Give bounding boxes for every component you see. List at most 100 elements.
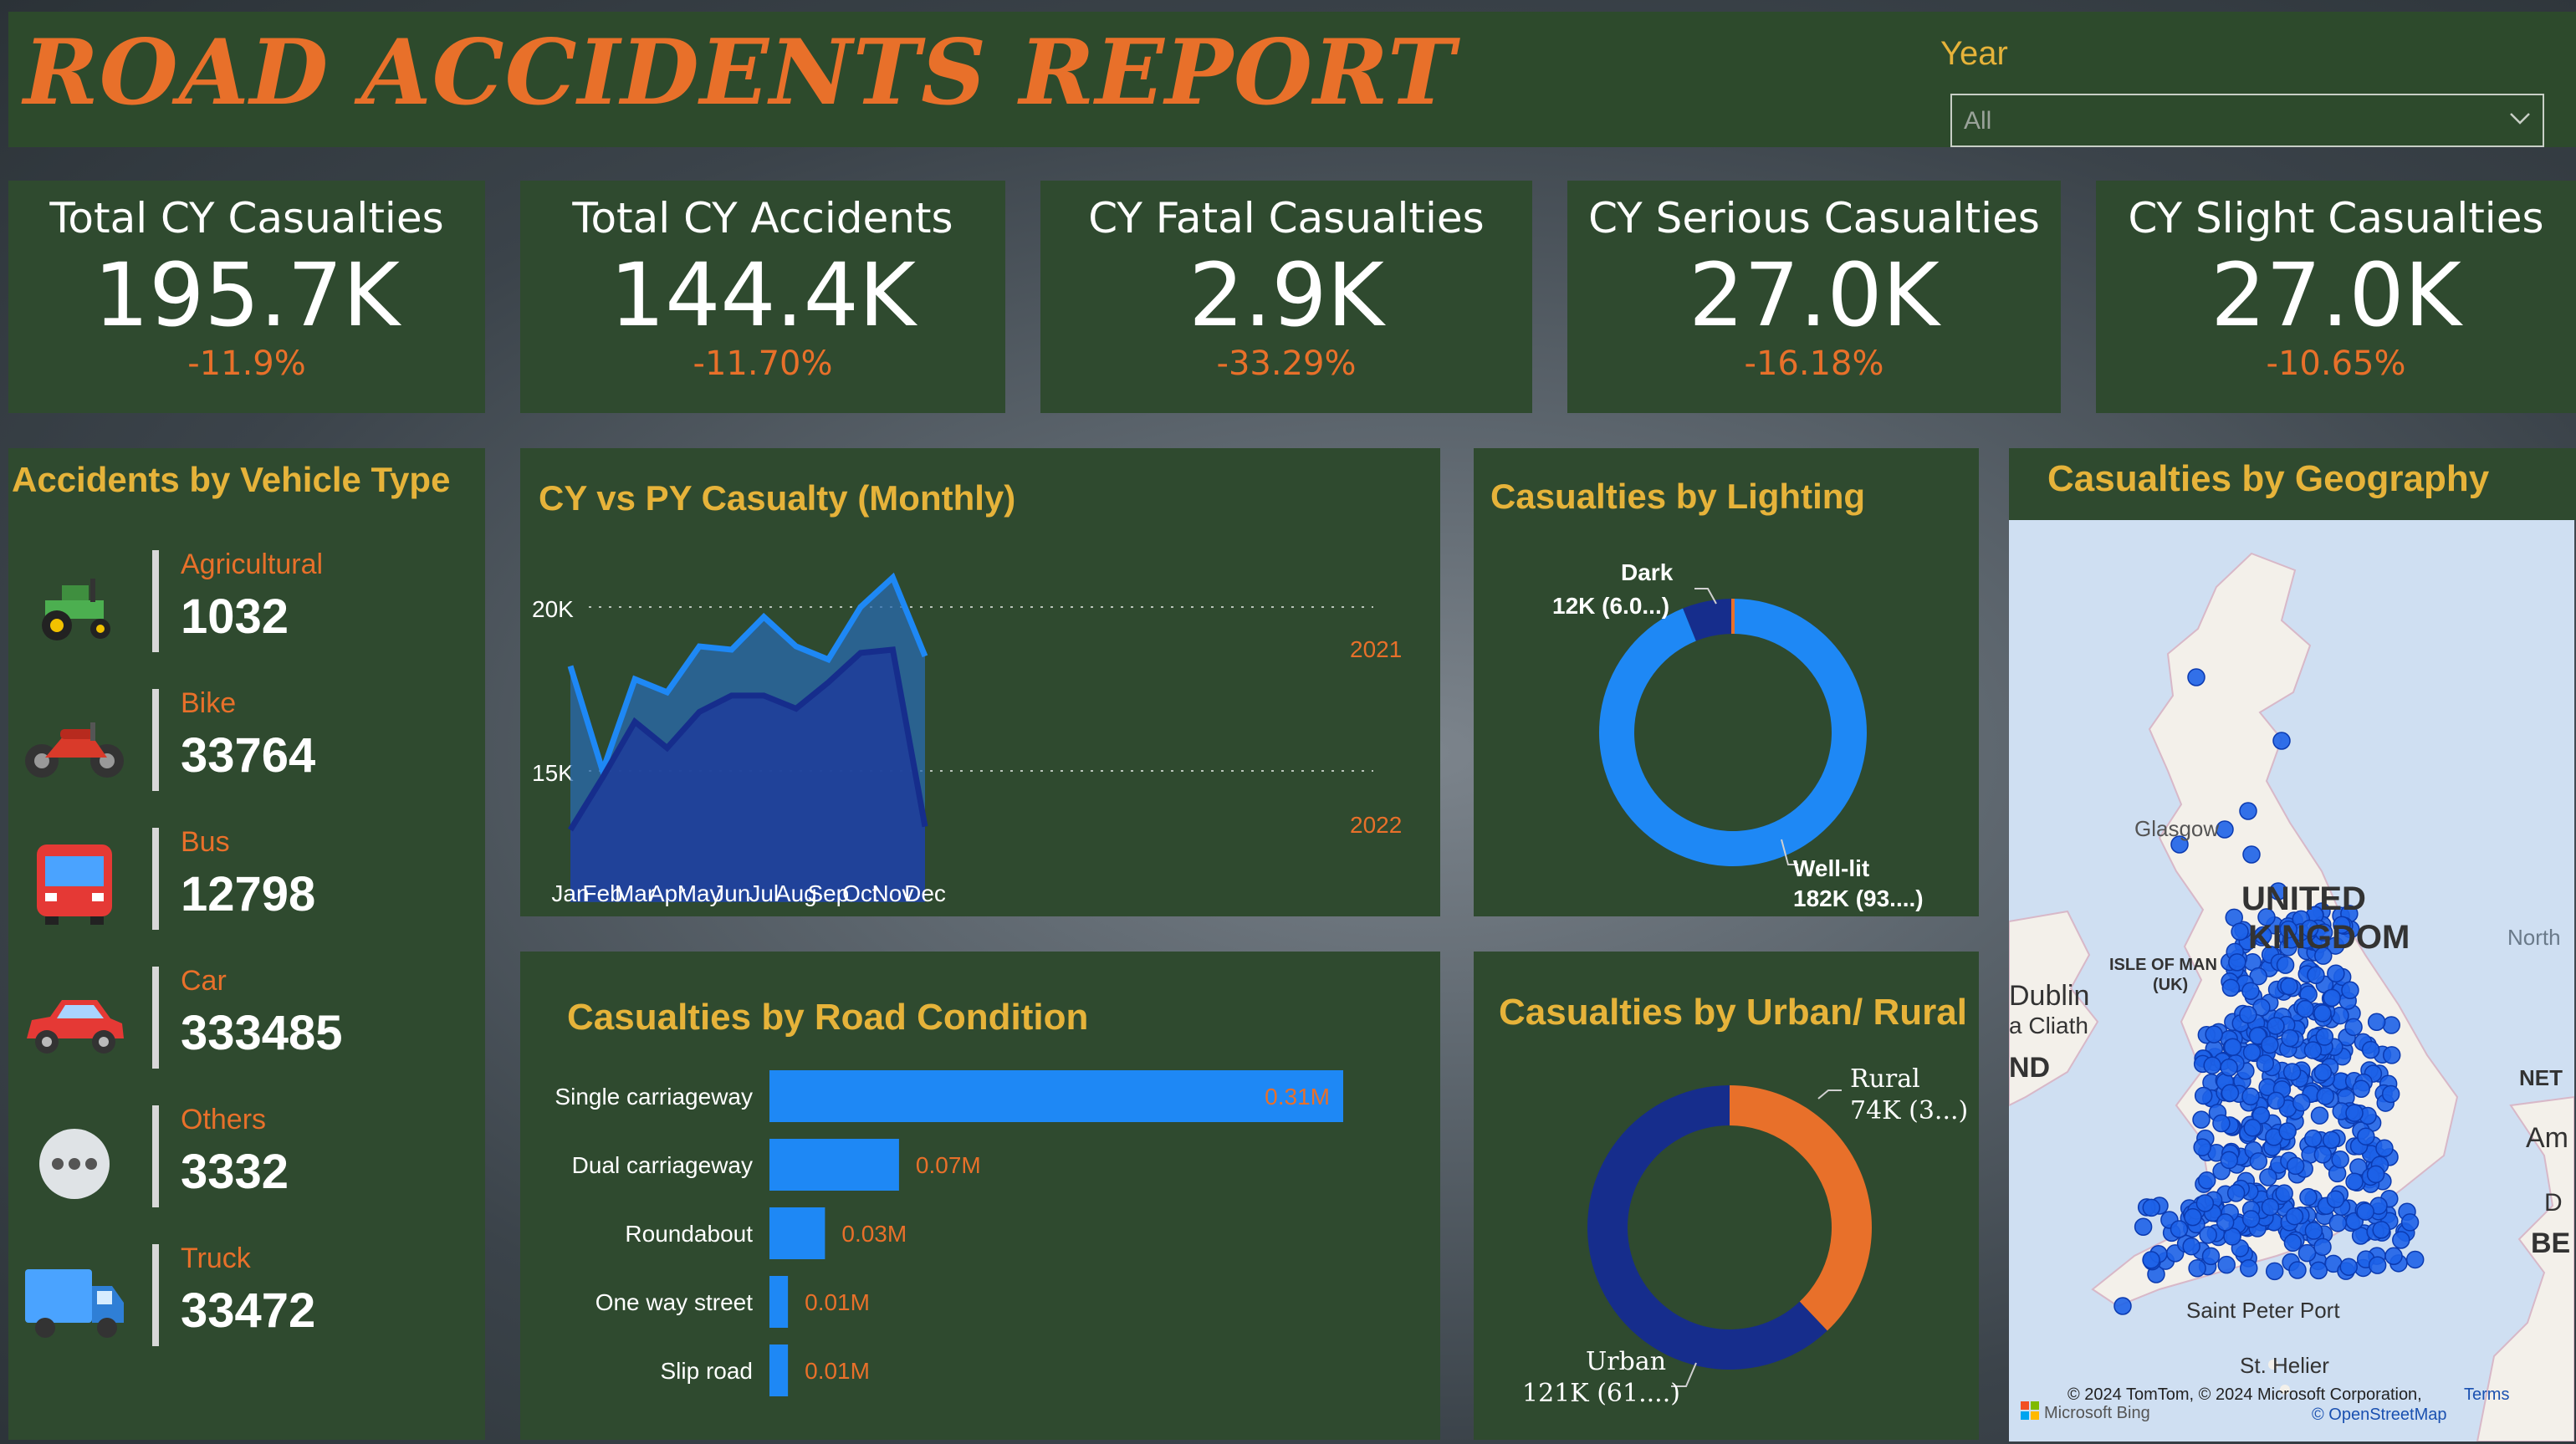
map-point[interactable] — [2405, 1250, 2425, 1269]
map-point[interactable] — [2239, 1258, 2258, 1278]
map-point[interactable] — [2265, 1262, 2284, 1281]
map-point[interactable] — [2356, 1202, 2374, 1221]
map-point[interactable] — [2296, 999, 2315, 1018]
map-point[interactable] — [2309, 1261, 2328, 1280]
map-point[interactable] — [2184, 1207, 2202, 1227]
geography-map[interactable]: Glasgow UNITED KINGDOM ISLE OF MAN (UK) … — [2009, 520, 2574, 1441]
map-point[interactable] — [2304, 1222, 2323, 1240]
map-point[interactable] — [2170, 1220, 2189, 1238]
map-point[interactable] — [2217, 1255, 2236, 1274]
map-point[interactable] — [2313, 1063, 2333, 1082]
map-point[interactable] — [2323, 988, 2341, 1008]
map-point[interactable] — [2327, 964, 2345, 982]
map-point[interactable] — [2195, 1194, 2215, 1212]
map-point[interactable] — [2328, 1214, 2348, 1232]
map-point[interactable] — [2333, 916, 2351, 934]
map-point[interactable] — [2272, 732, 2291, 750]
map-point[interactable] — [2221, 978, 2241, 998]
map-point[interactable] — [2212, 1114, 2231, 1133]
map-point[interactable] — [2220, 1151, 2239, 1170]
map-point[interactable] — [2292, 1094, 2311, 1112]
map-point[interactable] — [2205, 1025, 2223, 1043]
map-point[interactable] — [2326, 1190, 2345, 1209]
map-point[interactable] — [2201, 1247, 2221, 1266]
map-point[interactable] — [2300, 919, 2319, 938]
map-point[interactable] — [2313, 1237, 2332, 1257]
map-point[interactable] — [2261, 1197, 2280, 1217]
map-point[interactable] — [2280, 977, 2298, 996]
map-point[interactable] — [2251, 1106, 2271, 1125]
map-point[interactable] — [2375, 1139, 2394, 1157]
map-point[interactable] — [2223, 1038, 2242, 1056]
map-point[interactable] — [2194, 1086, 2213, 1105]
map-point[interactable] — [2384, 1247, 2403, 1266]
map-point[interactable] — [2357, 1127, 2375, 1146]
map-point[interactable] — [2303, 1041, 2323, 1059]
map-point[interactable] — [2267, 1091, 2286, 1110]
map-canvas[interactable]: Glasgow UNITED KINGDOM ISLE OF MAN (UK) … — [2009, 520, 2574, 1441]
map-point[interactable] — [2193, 1138, 2211, 1156]
map-point[interactable] — [2223, 1227, 2241, 1246]
map-point[interactable] — [2331, 1150, 2349, 1169]
map-point[interactable] — [2216, 1213, 2235, 1232]
map-point[interactable] — [2288, 1261, 2307, 1279]
map-point[interactable] — [2197, 1171, 2216, 1190]
map-point[interactable] — [2113, 1297, 2132, 1315]
map-point[interactable] — [2241, 1087, 2260, 1106]
map-point[interactable] — [2303, 1129, 2323, 1148]
map-point[interactable] — [2259, 1168, 2277, 1186]
map-point[interactable] — [2278, 1122, 2297, 1140]
map-point[interactable] — [2242, 1043, 2262, 1062]
map-point[interactable] — [2239, 802, 2257, 820]
map-point[interactable] — [2256, 1054, 2275, 1073]
map-point[interactable] — [2231, 922, 2249, 941]
map-point[interactable] — [2279, 920, 2297, 939]
map-point[interactable] — [2199, 1226, 2217, 1244]
map-point[interactable] — [2257, 908, 2276, 926]
terms-link[interactable]: Terms — [2464, 1385, 2509, 1404]
map-point[interactable] — [2241, 982, 2260, 1000]
map-point[interactable] — [2367, 1013, 2386, 1032]
map-point[interactable] — [2314, 947, 2333, 965]
map-point[interactable] — [2315, 1028, 2334, 1046]
map-point[interactable] — [2310, 1106, 2329, 1125]
map-point[interactable] — [2261, 1035, 2279, 1054]
map-point[interactable] — [2281, 1028, 2299, 1048]
map-point[interactable] — [2228, 953, 2246, 972]
map-point[interactable] — [2339, 1258, 2359, 1276]
map-point[interactable] — [2381, 1084, 2400, 1104]
map-point[interactable] — [2307, 966, 2325, 984]
map-point[interactable] — [2188, 1258, 2206, 1278]
map-point[interactable] — [2220, 1059, 2238, 1077]
map-point[interactable] — [2345, 1104, 2364, 1122]
map-point[interactable] — [2269, 882, 2287, 901]
map-point[interactable] — [2243, 1119, 2262, 1137]
map-point[interactable] — [2275, 1184, 2293, 1202]
map-point[interactable] — [2361, 1040, 2380, 1059]
map-point[interactable] — [2203, 1056, 2221, 1074]
map-point[interactable] — [2254, 926, 2272, 945]
map-point[interactable] — [2345, 1172, 2364, 1191]
map-point[interactable] — [2352, 1079, 2370, 1099]
map-point[interactable] — [2249, 1152, 2268, 1171]
map-point[interactable] — [2297, 1243, 2317, 1263]
map-point[interactable] — [2382, 1016, 2400, 1034]
map-point[interactable] — [2322, 1130, 2341, 1150]
openstreetmap-link[interactable]: © OpenStreetMap — [2312, 1406, 2446, 1424]
map-point[interactable] — [2134, 1217, 2153, 1237]
map-point[interactable] — [2192, 1110, 2211, 1129]
map-point[interactable] — [2216, 820, 2234, 839]
year-dropdown[interactable]: All — [1950, 94, 2544, 147]
map-point[interactable] — [2267, 1017, 2285, 1035]
map-point[interactable] — [2226, 1184, 2246, 1202]
map-point[interactable] — [2313, 1004, 2332, 1023]
map-point[interactable] — [2392, 1231, 2410, 1249]
map-point[interactable] — [2221, 1084, 2240, 1103]
map-point[interactable] — [2241, 1210, 2261, 1228]
map-point[interactable] — [2286, 1156, 2305, 1176]
map-point[interactable] — [2299, 1187, 2318, 1207]
map-point[interactable] — [2382, 1046, 2401, 1064]
map-point[interactable] — [2142, 1251, 2160, 1269]
map-point[interactable] — [2313, 1146, 2333, 1164]
map-point[interactable] — [2239, 1005, 2257, 1024]
